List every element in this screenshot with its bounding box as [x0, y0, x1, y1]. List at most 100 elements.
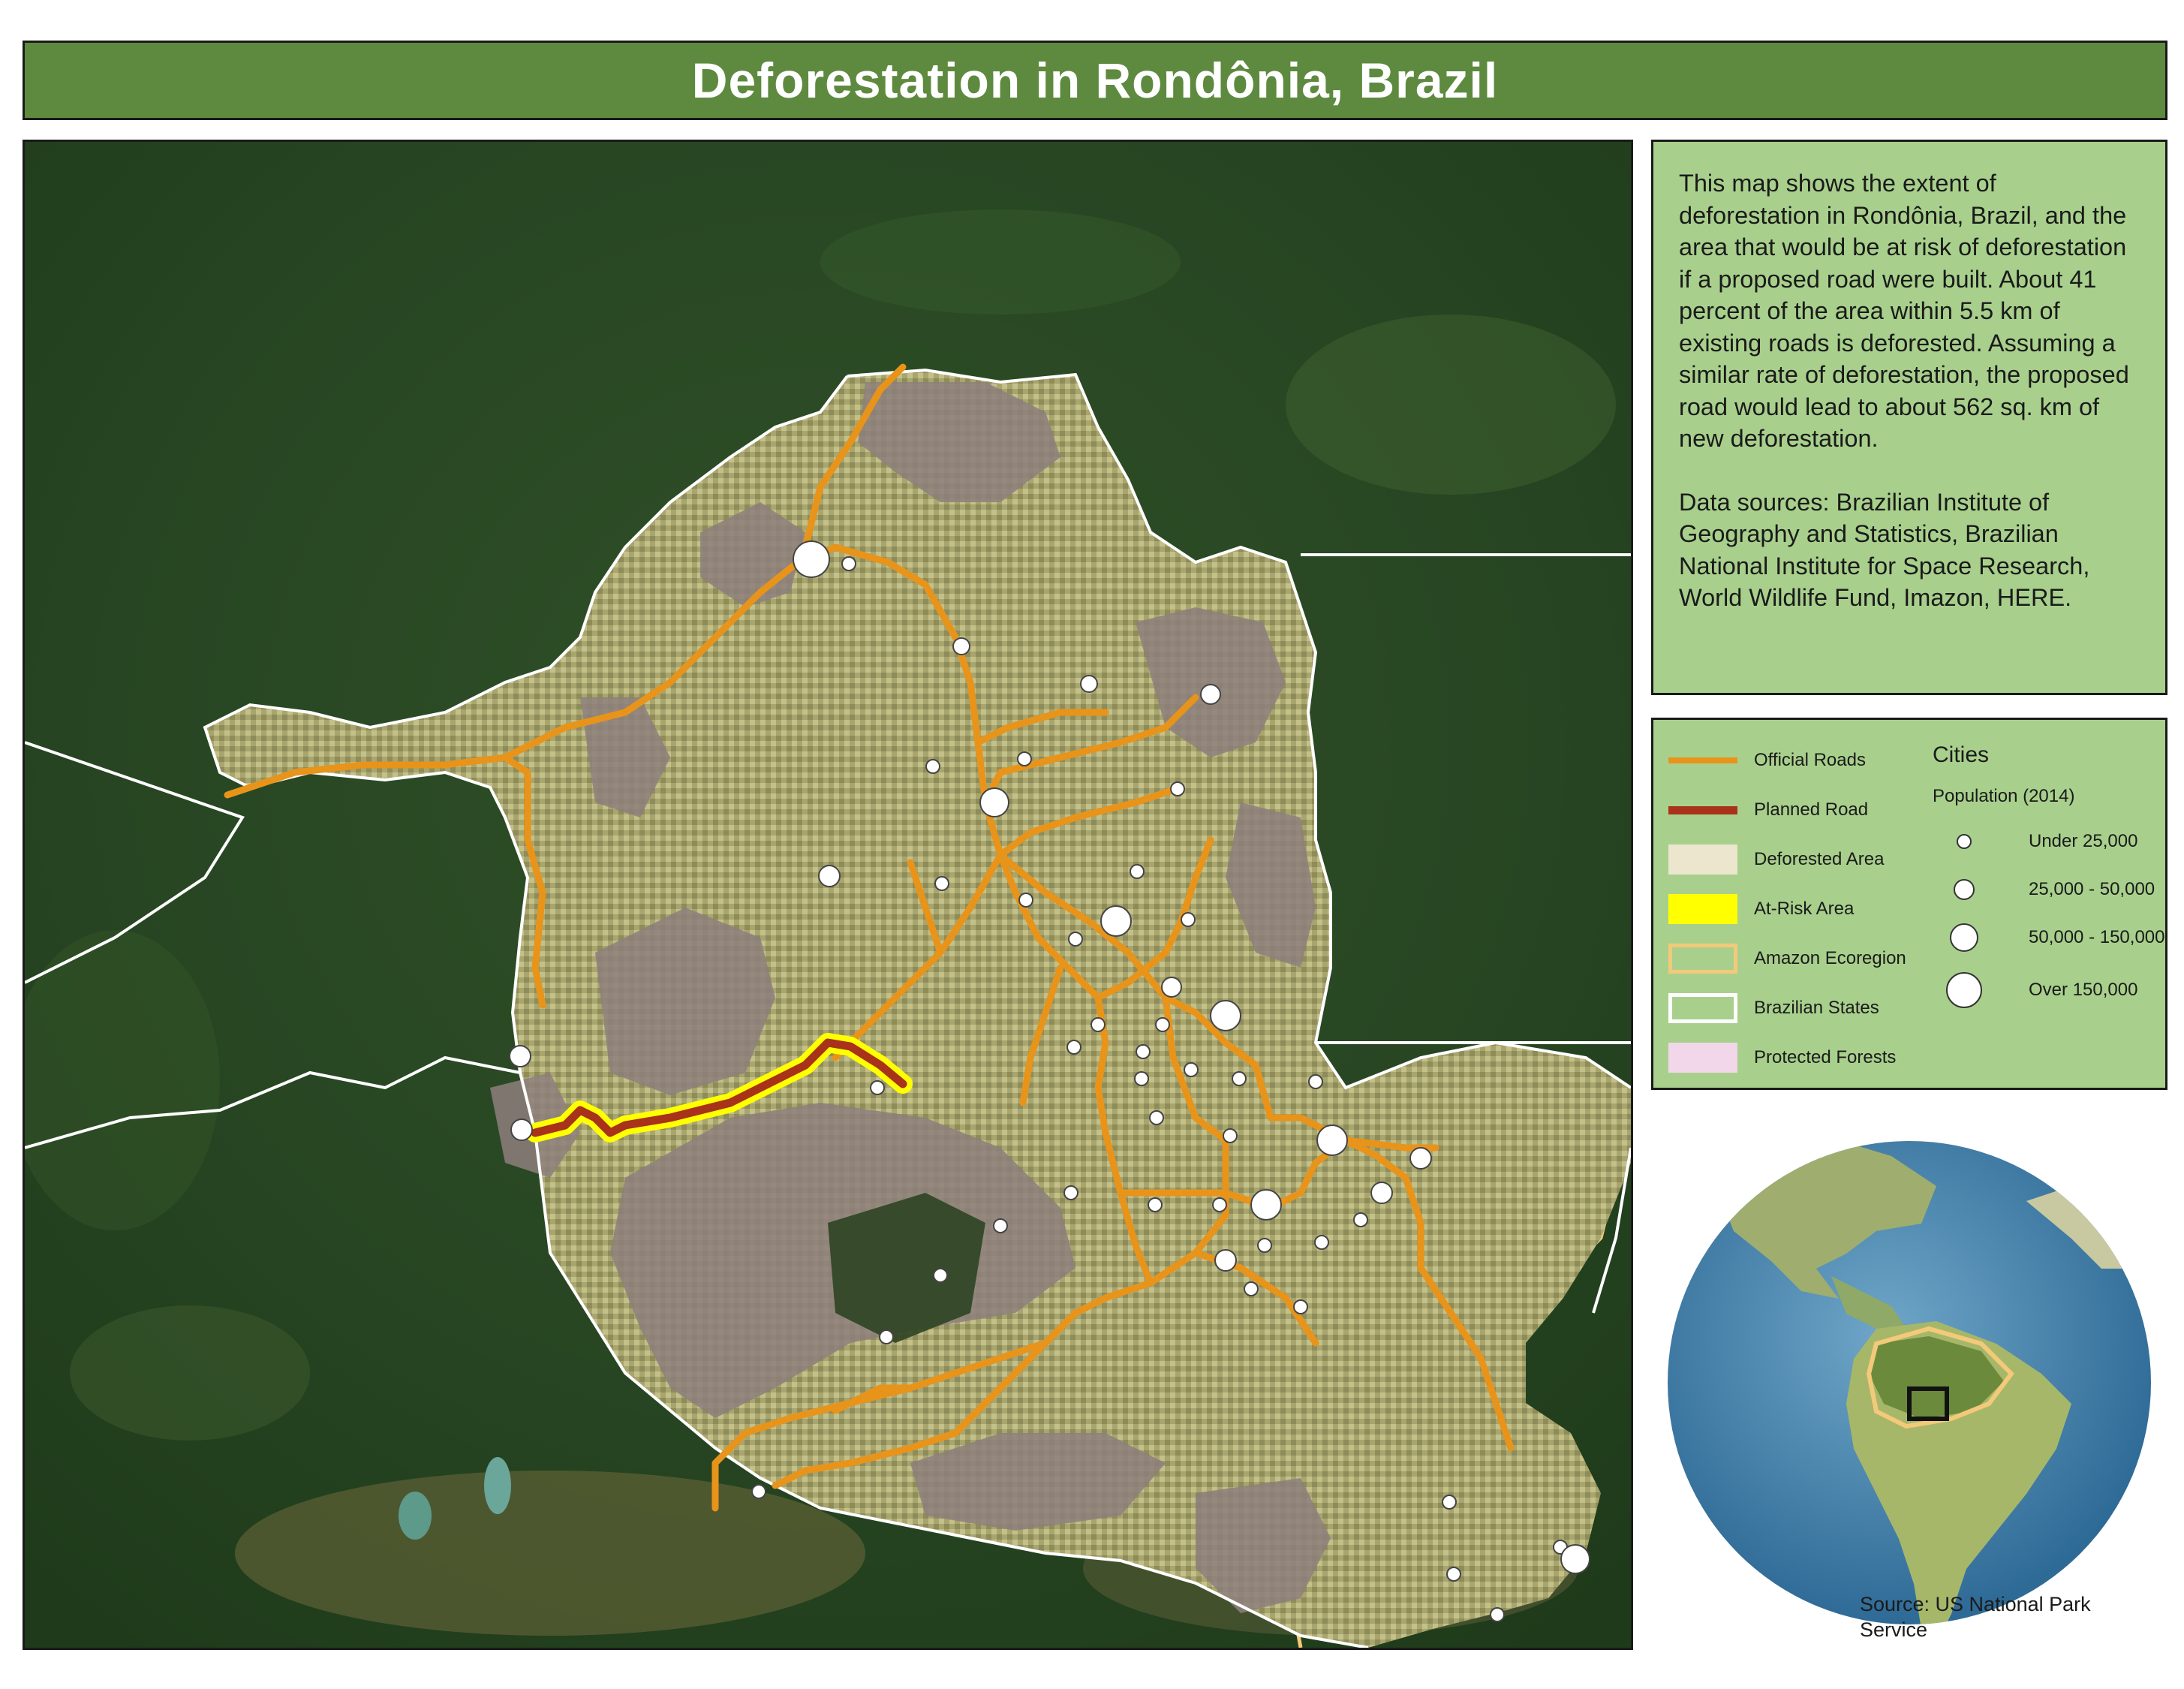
legend-label: Protected Forests: [1754, 1047, 1897, 1067]
city-under-25000[interactable]: [1090, 1017, 1106, 1032]
city-25000-50000[interactable]: [818, 865, 841, 887]
legend-city-50000-150000: 50,000 - 150,000: [1946, 923, 2171, 953]
city-50000-150000[interactable]: [979, 787, 1009, 817]
legend-label: Official Roads: [1754, 750, 1866, 770]
city-under-25000[interactable]: [1212, 1197, 1227, 1212]
city-under-25000[interactable]: [1170, 781, 1185, 796]
city-under-25000[interactable]: [1314, 1235, 1329, 1250]
planned-road: [531, 1038, 907, 1137]
city-50000-150000[interactable]: [1250, 1189, 1282, 1221]
city-under-25000[interactable]: [1136, 1044, 1151, 1059]
legend-deforested-area: Deforested Area: [1668, 841, 1884, 878]
city-under-25000[interactable]: [1130, 864, 1145, 879]
legend-label: Deforested Area: [1754, 849, 1885, 869]
forest-remnant: [828, 1193, 985, 1343]
description-text: This map shows the extent of deforestati…: [1679, 170, 2129, 452]
city-under-25000[interactable]: [870, 1080, 885, 1095]
legend-label: 25,000 - 50,000: [2029, 879, 2155, 899]
city-under-25000[interactable]: [1223, 1128, 1238, 1143]
legend-label: Over 150,000: [2029, 980, 2138, 1000]
city-size-swatch: [1957, 834, 1972, 849]
city-under-25000[interactable]: [933, 1268, 948, 1283]
city-over-150000[interactable]: [793, 540, 830, 578]
central-america-land: [1831, 1276, 1906, 1329]
legend-brazilian-states: Brazilian States: [1668, 990, 1879, 1026]
city-25000-50000[interactable]: [1214, 1249, 1237, 1272]
legend-official-roads: Official Roads: [1668, 742, 1866, 778]
city-under-25000[interactable]: [1018, 893, 1033, 908]
planned-road-swatch: [1668, 805, 1737, 814]
official-road-swatch: [1668, 757, 1737, 763]
population-legend-title: Population (2014): [1933, 786, 2075, 806]
city-under-25000[interactable]: [1442, 1495, 1457, 1510]
legend-label: Under 25,000: [2029, 831, 2138, 851]
city-under-25000[interactable]: [934, 876, 949, 891]
locator-source: Source: US National Park Service: [1860, 1593, 2091, 1641]
legend-label: Brazilian States: [1754, 998, 1879, 1018]
legend-amazon-ecoregion: Amazon Ecoregion: [1668, 941, 1906, 977]
ecoregion-swatch: [1668, 944, 1737, 974]
amazon-forest-land: [1869, 1336, 2004, 1419]
city-size-swatch: [1950, 923, 1978, 952]
main-map[interactable]: 0 25 50 100 150 200 Kilometers Source: E…: [23, 140, 1633, 1650]
city-under-25000[interactable]: [1068, 932, 1083, 947]
city-under-25000[interactable]: [1353, 1212, 1368, 1227]
city-50000-150000[interactable]: [1560, 1544, 1590, 1574]
city-under-25000[interactable]: [1148, 1197, 1163, 1212]
city-25000-50000[interactable]: [1200, 684, 1221, 705]
city-under-25000[interactable]: [1232, 1071, 1247, 1086]
city-under-25000[interactable]: [1066, 1040, 1081, 1055]
legend-label: 50,000 - 150,000: [2029, 927, 2165, 947]
city-size-swatch: [1946, 972, 1982, 1008]
legend-planned-road: Planned Road: [1668, 792, 1868, 828]
city-50000-150000[interactable]: [1210, 1000, 1241, 1031]
brazilian-state-boundaries: [25, 368, 1631, 1648]
legend-panel: Official Roads Planned Road Deforested A…: [1651, 718, 2167, 1090]
city-under-25000[interactable]: [993, 1218, 1008, 1233]
city-under-25000[interactable]: [1063, 1185, 1078, 1200]
city-under-25000[interactable]: [841, 556, 856, 571]
city-under-25000[interactable]: [751, 1484, 766, 1499]
deforested-swatch: [1668, 844, 1737, 875]
city-under-25000[interactable]: [952, 637, 970, 655]
city-25000-50000[interactable]: [510, 1118, 533, 1141]
legend-at-risk-area: At-Risk Area: [1668, 891, 1854, 927]
map-canvas: [25, 142, 1631, 1648]
amazon-ecoregion-outline: [1866, 1326, 2014, 1429]
city-under-25000[interactable]: [1257, 1238, 1272, 1253]
city-under-25000[interactable]: [1155, 1017, 1170, 1032]
city-25000-50000[interactable]: [1370, 1182, 1393, 1204]
city-under-25000[interactable]: [1293, 1299, 1308, 1314]
city-50000-150000[interactable]: [1100, 905, 1132, 937]
city-under-25000[interactable]: [1184, 1062, 1199, 1077]
city-size-swatch: [1954, 879, 1975, 900]
lake: [399, 1492, 432, 1540]
city-25000-50000[interactable]: [1161, 977, 1182, 998]
legend-city-over-150000: Over 150,000: [1946, 972, 2171, 1008]
legend-label: At-Risk Area: [1754, 899, 1855, 919]
city-under-25000[interactable]: [1149, 1110, 1164, 1125]
city-50000-150000[interactable]: [1316, 1124, 1348, 1156]
city-under-25000[interactable]: [1181, 912, 1196, 927]
city-under-25000[interactable]: [1017, 751, 1032, 766]
cities-legend-title: Cities: [1933, 742, 1990, 767]
city-under-25000[interactable]: [925, 759, 940, 774]
data-sources-text: Data sources: Brazilian Institute of Geo…: [1679, 488, 2090, 612]
city-under-25000[interactable]: [1134, 1071, 1149, 1086]
protected-swatch: [1668, 1043, 1737, 1073]
locator-globe: [1651, 1103, 2167, 1659]
legend-city-under-25000: Under 25,000: [1946, 829, 2171, 854]
city-under-25000[interactable]: [1080, 675, 1098, 693]
lake: [484, 1457, 511, 1514]
city-under-25000[interactable]: [1446, 1567, 1461, 1582]
city-under-25000[interactable]: [1244, 1281, 1259, 1296]
city-under-25000[interactable]: [1308, 1074, 1323, 1089]
legend-protected-forests: Protected Forests: [1668, 1040, 1896, 1076]
city-under-25000[interactable]: [879, 1329, 894, 1344]
legend-label: Planned Road: [1754, 799, 1869, 820]
greenland-land: [2026, 1186, 2131, 1269]
city-under-25000[interactable]: [1490, 1607, 1505, 1622]
city-25000-50000[interactable]: [1409, 1147, 1432, 1170]
legend-city-25000-50000: 25,000 - 50,000: [1946, 876, 2171, 903]
city-25000-50000[interactable]: [509, 1045, 531, 1067]
